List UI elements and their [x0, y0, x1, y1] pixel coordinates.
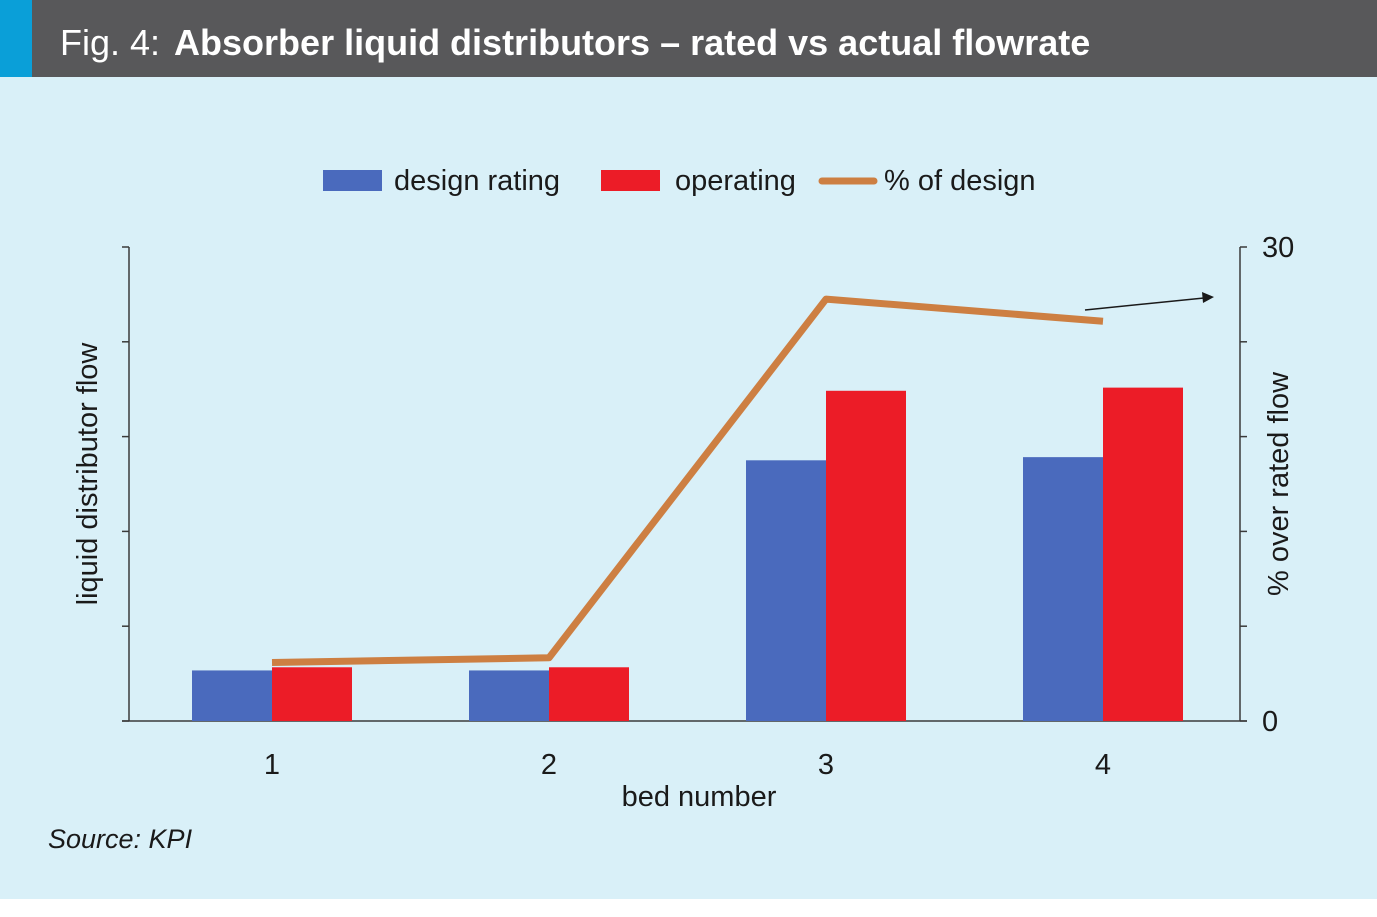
- x-tick-label-1: 1: [264, 749, 280, 781]
- legend-swatch-design-rating: [323, 170, 382, 191]
- left-axis-title: liquid distributor flow: [72, 342, 104, 606]
- legend-label-pct-of-design: % of design: [884, 165, 1036, 197]
- right-tick-label-zero: 0: [1262, 706, 1278, 738]
- x-axis-title: bed number: [622, 781, 777, 813]
- bar-design-rating-3: [746, 460, 826, 721]
- bar-design-rating-1: [192, 670, 272, 721]
- legend-label-operating: operating: [675, 165, 796, 197]
- left-axis-ticks: [122, 246, 129, 722]
- legend: design rating operating % of design: [323, 165, 1036, 197]
- x-tick-label-4: 4: [1095, 749, 1111, 781]
- right-tick-label-max: 30: [1262, 232, 1294, 264]
- x-tick-label-3: 3: [818, 749, 834, 781]
- header-accent-bar: [0, 0, 32, 77]
- legend-swatch-operating: [601, 170, 660, 191]
- annotation-arrow-head: [1202, 292, 1214, 303]
- source-note: Source: KPI: [48, 824, 193, 854]
- bar-series-group: [192, 387, 1183, 721]
- bar-operating-1: [272, 667, 352, 721]
- x-tick-label-2: 2: [541, 749, 557, 781]
- figure-title-text: Absorber liquid distributors – rated vs …: [174, 22, 1091, 63]
- bar-operating-2: [549, 667, 629, 721]
- figure-header: [0, 0, 1377, 77]
- annotation-arrow-shaft: [1084, 297, 1205, 311]
- bar-operating-4: [1103, 387, 1183, 721]
- line-series-group: [271, 295, 1104, 667]
- line-pct-of-design: [271, 295, 1104, 667]
- legend-label-design-rating: design rating: [394, 165, 560, 197]
- right-axis-title: % over rated flow: [1263, 371, 1295, 596]
- annotation-arrow: [1084, 292, 1214, 311]
- bar-operating-3: [826, 390, 906, 721]
- x-tick-labels: 1 2 3 4: [264, 749, 1111, 781]
- bar-design-rating-2: [469, 670, 549, 721]
- right-axis-ticks: [1240, 246, 1247, 722]
- figure-title: Fig. 4: Absorber liquid distributors – ra…: [60, 0, 1090, 77]
- figure-number: Fig. 4:: [60, 22, 161, 63]
- bar-design-rating-4: [1023, 457, 1103, 721]
